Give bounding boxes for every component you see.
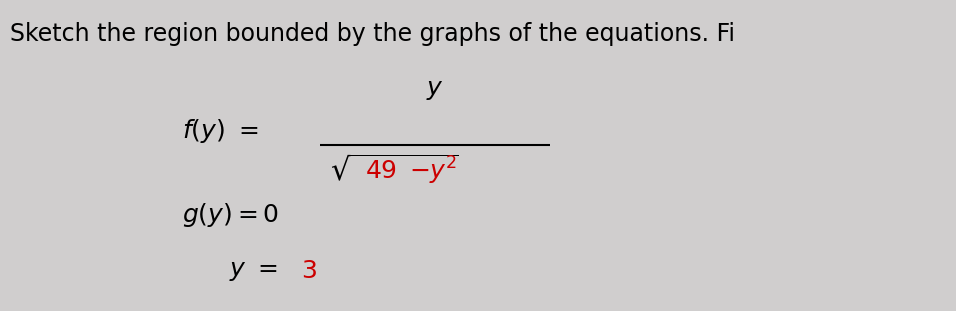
Text: $y\ =$: $y\ =$ — [229, 258, 278, 283]
Text: $- y^2$: $- y^2$ — [409, 155, 457, 187]
Text: $g(y) = 0$: $g(y) = 0$ — [182, 201, 279, 229]
Text: $f(y)\ =$: $f(y)\ =$ — [182, 117, 258, 145]
Text: $\sqrt{\ \ \ \ \ \ \ \ \ \ }$: $\sqrt{\ \ \ \ \ \ \ \ \ \ }$ — [330, 155, 458, 187]
Text: Sketch the region bounded by the graphs of the equations. Fi: Sketch the region bounded by the graphs … — [10, 22, 734, 46]
Text: $3$: $3$ — [301, 258, 317, 283]
Text: $49$: $49$ — [365, 159, 398, 183]
Text: $y$: $y$ — [426, 78, 444, 102]
